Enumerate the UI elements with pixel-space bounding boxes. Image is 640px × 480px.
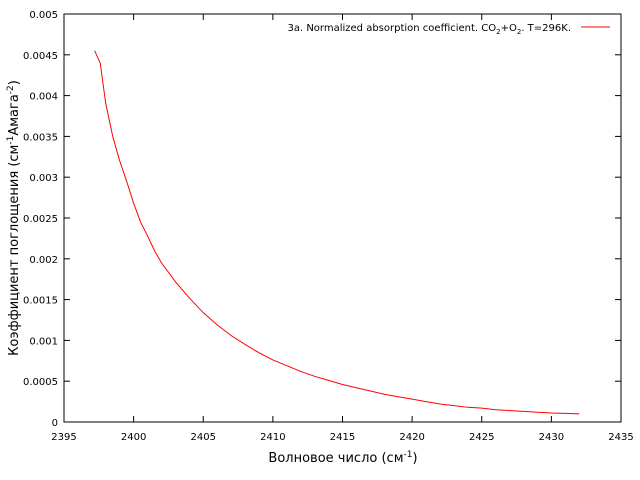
x-axis-label-sup: -1 <box>404 450 413 460</box>
legend: 3a. Normalized absorption coefficient. C… <box>287 23 610 36</box>
y-axis-label-tail: ) <box>7 80 22 85</box>
y-tick-label: 0.001 <box>29 336 58 347</box>
series-line <box>94 50 580 415</box>
legend-text-part-2: +O <box>501 23 517 34</box>
y-axis-label-sup1: -1 <box>6 136 16 145</box>
x-axis-ticks: 2395 2400 2405 2410 2415 2420 2425 2430 2435 <box>51 14 634 443</box>
x-tick-label: 2410 <box>260 432 285 443</box>
x-tick-label: 2420 <box>399 432 424 443</box>
y-tick-label: 0 <box>52 418 58 429</box>
y-tick-label: 0.0035 <box>23 132 58 143</box>
y-tick-label: 0.005 <box>29 10 58 21</box>
x-tick-label: 2435 <box>608 432 633 443</box>
legend-text-part-1: 3a. Normalized absorption coefficient. C… <box>287 23 496 34</box>
x-tick-label: 2405 <box>191 432 216 443</box>
y-tick-label: 0.0015 <box>23 296 58 307</box>
x-tick-label: 2395 <box>51 432 76 443</box>
y-tick-label: 0.003 <box>29 173 58 184</box>
x-tick-label: 2425 <box>469 432 494 443</box>
y-axis-label-pre: Коэффициент поглощения (см <box>7 145 22 356</box>
legend-text-sub-1: 2 <box>496 28 500 36</box>
series-layer <box>94 50 580 415</box>
y-axis-label-sup2: -2 <box>6 85 16 94</box>
x-tick-label: 2415 <box>330 432 355 443</box>
y-tick-label: 0.0025 <box>23 214 58 225</box>
y-tick-label: 0.004 <box>29 92 58 103</box>
x-axis-label-tail: ) <box>412 451 417 466</box>
x-axis-label-text: Волновое число (см <box>268 451 403 466</box>
x-tick-label: 2430 <box>539 432 564 443</box>
y-axis-label-mid: Амага <box>7 94 22 135</box>
legend-text-part-3: . T=296K. <box>521 23 571 34</box>
y-tick-label: 0.002 <box>29 255 58 266</box>
legend-text-sub-2: 2 <box>517 28 521 36</box>
y-tick-label: 0.0045 <box>23 51 58 62</box>
x-axis-label: Волновое число (см-1) <box>268 450 417 466</box>
plot-frame <box>63 13 622 423</box>
y-axis-ticks: 0 0.0005 0.001 0.0015 0.002 0.0025 0.003 0.0035… <box>23 10 621 429</box>
y-axis-label: Коэффициент поглощения (см-1Амага-2) <box>6 80 22 356</box>
legend-entry-label: 3a. Normalized absorption coefficient. C… <box>287 23 571 36</box>
y-tick-label: 0.0005 <box>23 377 58 388</box>
x-tick-label: 2400 <box>121 432 146 443</box>
